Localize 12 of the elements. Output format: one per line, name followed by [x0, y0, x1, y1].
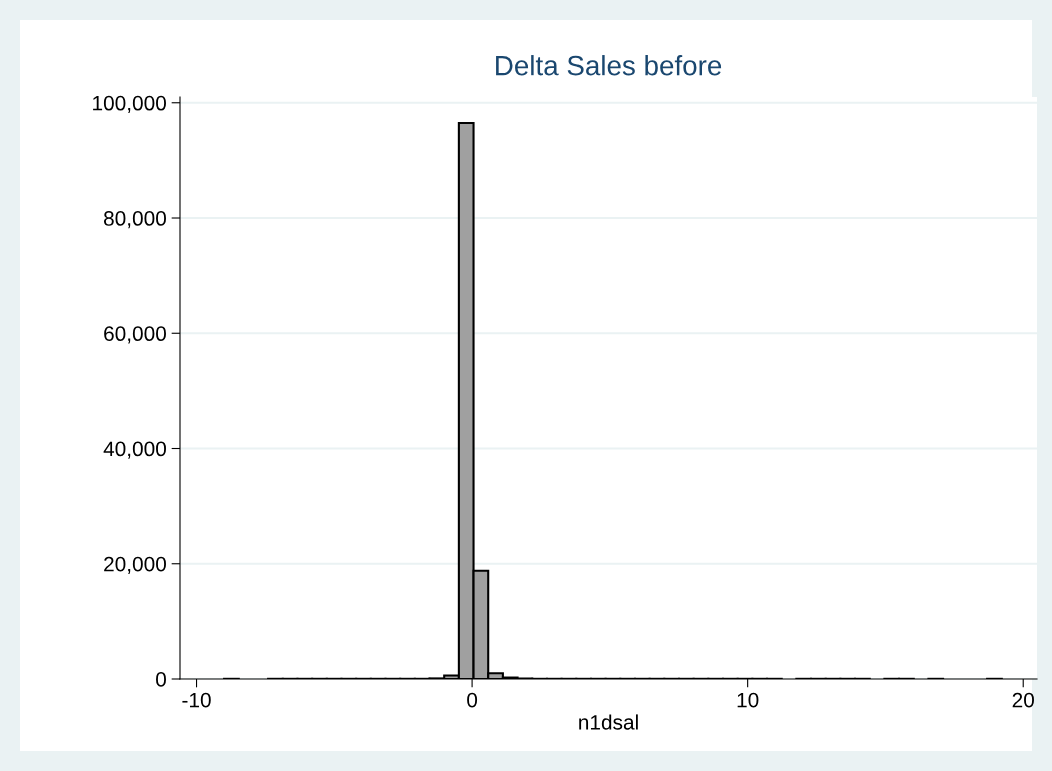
x-tick-label: -10 — [182, 692, 211, 708]
y-tick-label: 0 — [156, 672, 166, 687]
y-tick-label: 100,000 — [93, 95, 166, 113]
y-tick-label: 40,000 — [103, 441, 166, 459]
y-tick-label: 60,000 — [104, 326, 166, 344]
y-tick-label: 20,000 — [104, 556, 166, 574]
chart-title: Delta Sales before — [496, 55, 722, 76]
x-tick-label: 20 — [1012, 692, 1034, 708]
x-axis-title: n1dsal — [579, 714, 638, 730]
x-tick-label: 10 — [737, 692, 759, 708]
y-tick-label: 80,000 — [104, 211, 166, 229]
x-tick-label: 0 — [467, 692, 478, 708]
